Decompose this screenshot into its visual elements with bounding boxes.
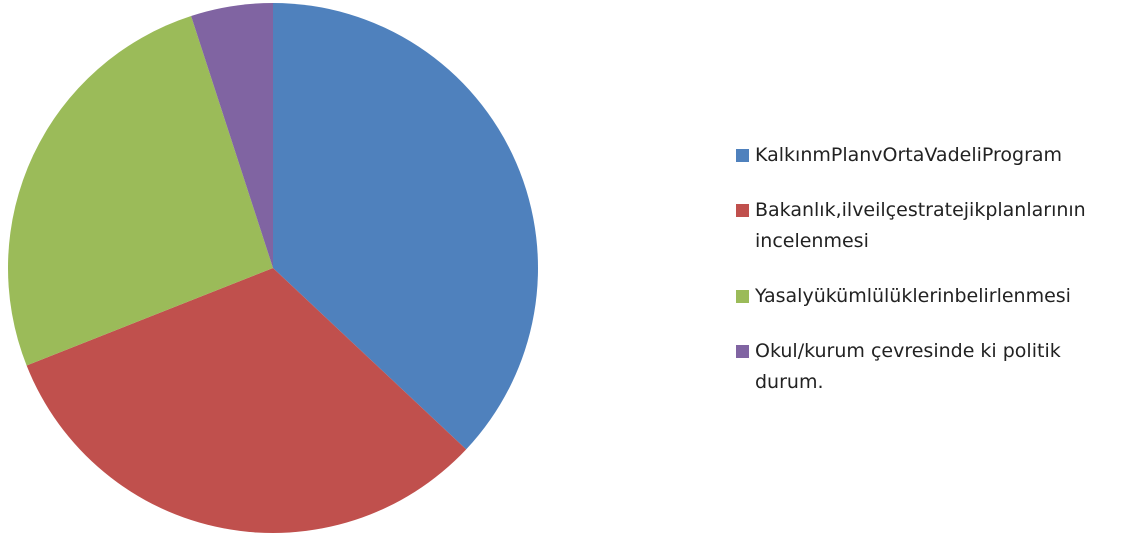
legend-item: KalkınmPlanvOrtaVadeliProgram xyxy=(736,140,1121,171)
legend-swatch xyxy=(736,345,749,358)
chart xyxy=(8,3,538,533)
legend-label: KalkınmPlanvOrtaVadeliProgram xyxy=(755,144,1063,166)
legend-label: Bakanlık,ilveilçestratejikplanlarının in… xyxy=(755,199,1086,252)
legend-swatch xyxy=(736,204,749,217)
pie-slice xyxy=(26,268,467,533)
pie-slice xyxy=(273,3,538,450)
legend-swatch xyxy=(736,290,749,303)
pie-slice xyxy=(191,3,273,268)
legend: KalkınmPlanvOrtaVadeliProgram Bakanlık,il… xyxy=(736,140,1121,422)
legend-swatch xyxy=(736,149,749,162)
legend-item: Okul/kurum çevresinde ki politik durum. xyxy=(736,336,1121,398)
legend-label: Okul/kurum çevresinde ki politik durum. xyxy=(755,340,1061,393)
legend-item: Bakanlık,ilveilçestratejikplanlarının in… xyxy=(736,195,1121,257)
pie-slice xyxy=(8,15,274,366)
legend-item: Yasalyükümlülüklerinbelirlenmesi xyxy=(736,281,1121,312)
legend-label: Yasalyükümlülüklerinbelirlenmesi xyxy=(755,285,1071,307)
